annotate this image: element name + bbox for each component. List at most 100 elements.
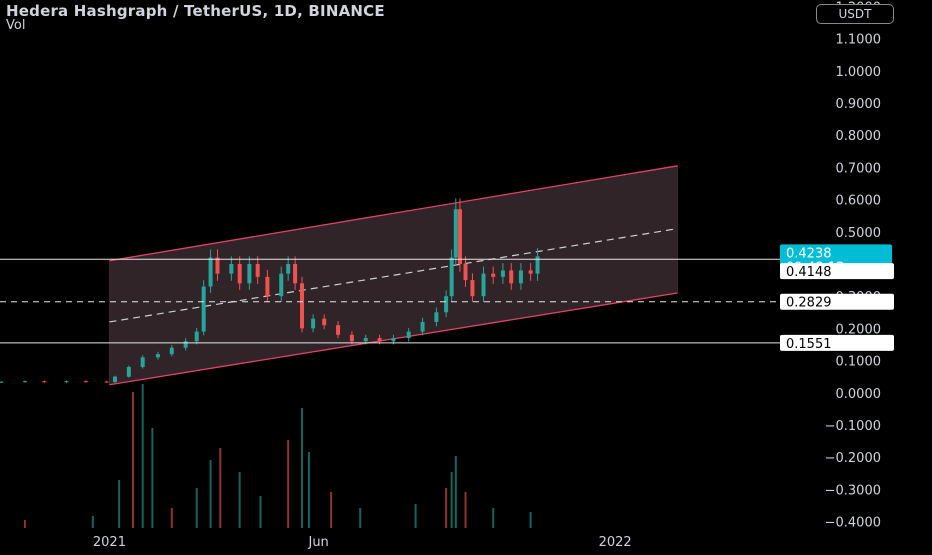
candle-body — [169, 347, 174, 355]
volume-bar — [151, 428, 154, 528]
candle-body — [311, 318, 316, 329]
candle-body — [444, 296, 449, 313]
candle-body — [491, 273, 496, 277]
volume-bar — [454, 456, 457, 528]
candle-layer — [0, 198, 540, 383]
candle-body — [215, 257, 220, 274]
y-tick-label: −0.2000 — [825, 451, 881, 466]
volume-layer — [23, 384, 532, 528]
volume-bar — [359, 508, 362, 528]
volume-bar — [464, 492, 467, 528]
y-tick-label: 0.2000 — [836, 322, 882, 337]
candle-body — [83, 381, 88, 383]
volume-bar — [238, 472, 241, 528]
volume-bar — [141, 384, 144, 528]
candle-body — [300, 283, 305, 329]
candle-body — [463, 264, 468, 281]
candle-body — [279, 273, 284, 297]
y-tick-label: 0.8000 — [836, 129, 882, 144]
lower-level-label-bg — [780, 334, 894, 351]
candle-body — [420, 321, 425, 332]
candle-body — [470, 280, 475, 297]
volume-bar — [219, 448, 222, 528]
candle-body — [406, 331, 411, 339]
candle-body — [481, 273, 486, 297]
candle-body — [535, 256, 540, 274]
level-layer[interactable] — [0, 258, 780, 344]
candle-body — [363, 338, 368, 342]
volume-bar — [259, 496, 262, 528]
volume-bar — [195, 488, 198, 528]
volume-bar — [450, 472, 453, 528]
volume-bar — [492, 508, 495, 528]
y-tick-label: −0.4000 — [825, 516, 881, 531]
y-tick-label: 0.7000 — [836, 161, 882, 176]
volume-bar — [301, 408, 304, 528]
volume-bar — [529, 512, 532, 528]
y-tick-label: −0.1000 — [825, 419, 881, 434]
volume-bar — [23, 520, 26, 528]
candle-body — [194, 331, 199, 342]
mid-level-label-bg — [780, 293, 894, 310]
candle-body — [457, 209, 462, 264]
candle-body — [208, 257, 213, 287]
volume-bar — [307, 452, 310, 528]
y-tick-label: 0.9000 — [836, 97, 882, 112]
channel-fill — [109, 165, 678, 385]
x-tick-label: Jun — [307, 535, 328, 550]
y-tick-label: 0.1000 — [836, 355, 882, 370]
candle-body — [126, 367, 131, 377]
volume-bar — [91, 516, 94, 528]
candle-body — [42, 381, 47, 383]
candle-body — [201, 286, 206, 332]
channel-upper-line — [109, 165, 678, 262]
y-tick-label: 0.5000 — [836, 226, 882, 241]
y-tick-label: −0.3000 — [825, 483, 881, 498]
candle-body — [336, 325, 341, 335]
volume-bar — [330, 492, 333, 528]
mid-level-label: 0.2829 — [786, 296, 832, 311]
candle-body — [449, 257, 454, 297]
y-tick-label: 1.0000 — [836, 65, 882, 80]
y-tick-label: 1.1000 — [836, 33, 882, 48]
candle-body — [322, 318, 327, 326]
candle-body — [183, 341, 188, 348]
candle-body — [528, 270, 533, 274]
candle-body — [293, 264, 298, 284]
candle-body — [229, 264, 234, 274]
volume-bar — [414, 504, 417, 528]
volume-bar — [132, 392, 135, 528]
last-price-label: 0.4238 — [786, 246, 832, 261]
candle-body — [509, 270, 514, 284]
y-tick-label: 0.6000 — [836, 194, 882, 209]
volume-bar — [118, 480, 121, 528]
currency-badge[interactable]: USDT — [816, 4, 894, 24]
x-tick-label: 2022 — [599, 535, 632, 550]
candle-body — [112, 376, 117, 383]
candle-body — [434, 312, 439, 322]
candle-body — [64, 381, 69, 383]
candle-body — [155, 354, 160, 358]
volume-bar — [209, 460, 212, 528]
volume-indicator-label: Vol — [6, 18, 26, 33]
candle-body — [500, 270, 505, 277]
candle-body — [453, 209, 458, 258]
candle-body — [140, 357, 145, 368]
chart-title: Hedera Hashgraph / TetherUS, 1D, BINANCE — [6, 2, 385, 20]
candle-body — [22, 381, 27, 383]
upper-level-label: 0.4148 — [786, 265, 832, 280]
volume-bar — [287, 440, 290, 528]
lower-level-label: 0.1551 — [786, 337, 832, 352]
x-tick-label: 2021 — [93, 535, 126, 550]
y-tick-label: 0.0000 — [836, 387, 882, 402]
candle-body — [104, 381, 109, 383]
volume-bar — [170, 508, 173, 528]
candle-body — [377, 338, 382, 342]
candle-body — [247, 264, 252, 284]
channel-layer[interactable] — [108, 165, 678, 386]
candle-body — [237, 264, 242, 284]
upper-level-label-bg — [780, 263, 894, 280]
